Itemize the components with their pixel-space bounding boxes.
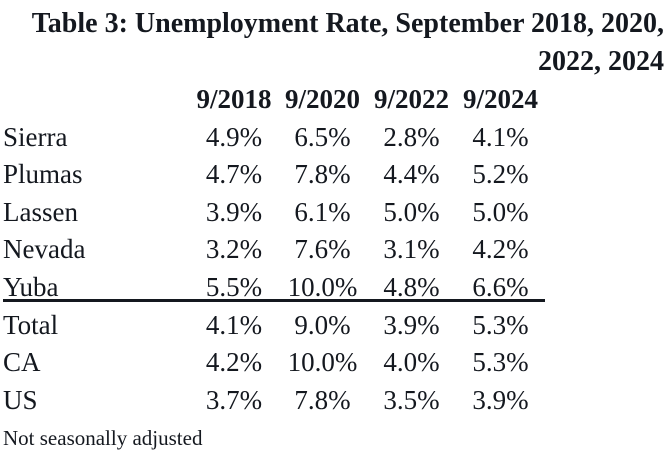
cell-lassen-2020: 6.1% (294, 196, 351, 227)
cell-sierra-2018: 4.9% (205, 121, 263, 152)
row-label: CA (3, 347, 41, 378)
row-label: Sierra (3, 121, 68, 152)
table-row-us: US 3.7% 7.8% 3.5% 3.9% (3, 382, 545, 420)
cell-us-2018: 3.7% (205, 384, 263, 415)
row-label: Lassen (3, 196, 78, 227)
table-row-lassen: Lassen 3.9% 6.1% 5.0% 5.0% (3, 194, 545, 232)
cell-nevada-2018: 3.2% (205, 234, 263, 265)
column-header-9-2018: 9/2018 (196, 84, 272, 114)
cell-total-2018: 4.1% (205, 309, 263, 340)
cell-sierra-2022: 2.8% (383, 121, 440, 152)
header-empty-cell (3, 81, 190, 119)
cell-total-2020: 9.0% (294, 309, 351, 340)
table-title-line1: Table 3: Unemployment Rate, September 20… (31, 8, 664, 39)
header-row: 9/2018 9/2020 9/2022 9/2024 (3, 81, 545, 119)
cell-ca-2018: 4.2% (205, 347, 263, 378)
cell-us-2024: 3.9% (472, 384, 529, 415)
cell-yuba-2024: 6.6% (456, 268, 545, 307)
cell-sierra-2024: 4.1% (472, 121, 529, 152)
table-row-yuba: Yuba 5.5% 10.0% 4.8% 6.6% (3, 268, 545, 307)
cell-nevada-2024: 4.2% (472, 234, 529, 265)
cell-yuba-2020: 10.0% (278, 268, 367, 307)
cell-nevada-2020: 7.6% (294, 234, 351, 265)
column-header-9-2024: 9/2024 (462, 84, 538, 114)
table-row-nevada: Nevada 3.2% 7.6% 3.1% 4.2% (3, 231, 545, 269)
table-title-line2: 2022, 2024 (538, 45, 664, 77)
row-label: Total (3, 309, 59, 340)
row-label: Yuba (3, 268, 190, 307)
cell-us-2020: 7.8% (294, 384, 351, 415)
cell-yuba-2022: 4.8% (367, 268, 456, 307)
table-row-plumas: Plumas 4.7% 7.8% 4.4% 5.2% (3, 156, 545, 194)
footnote: Not seasonally adjusted (3, 426, 203, 451)
row-label: Nevada (3, 234, 86, 265)
cell-ca-2022: 4.0% (383, 347, 440, 378)
table-row-sierra: Sierra 4.9% 6.5% 2.8% 4.1% (3, 119, 545, 157)
table-title: Table 3: Unemployment Rate, September 20… (0, 5, 670, 80)
cell-ca-2020: 10.0% (287, 347, 358, 378)
column-header-9-2020: 9/2020 (284, 84, 360, 114)
cell-total-2022: 3.9% (383, 309, 440, 340)
cell-lassen-2022: 5.0% (383, 196, 440, 227)
table-row-total: Total 4.1% 9.0% 3.9% 5.3% (3, 307, 545, 345)
cell-nevada-2022: 3.1% (383, 234, 440, 265)
cell-plumas-2018: 4.7% (205, 159, 263, 190)
cell-lassen-2018: 3.9% (205, 196, 263, 227)
cell-ca-2024: 5.3% (472, 347, 529, 378)
cell-plumas-2022: 4.4% (383, 159, 440, 190)
unemployment-table: 9/2018 9/2020 9/2022 9/2024 Sierra 4.9% … (3, 81, 545, 419)
cell-sierra-2020: 6.5% (294, 121, 351, 152)
cell-plumas-2024: 5.2% (472, 159, 529, 190)
cell-us-2022: 3.5% (383, 384, 440, 415)
table-row-ca: CA 4.2% 10.0% 4.0% 5.3% (3, 344, 545, 382)
cell-total-2024: 5.3% (472, 309, 529, 340)
row-label: US (3, 384, 38, 415)
cell-lassen-2024: 5.0% (472, 196, 529, 227)
cell-yuba-2018: 5.5% (190, 268, 278, 307)
column-header-9-2022: 9/2022 (373, 84, 449, 114)
row-label: Plumas (3, 159, 83, 190)
cell-plumas-2020: 7.8% (294, 159, 351, 190)
